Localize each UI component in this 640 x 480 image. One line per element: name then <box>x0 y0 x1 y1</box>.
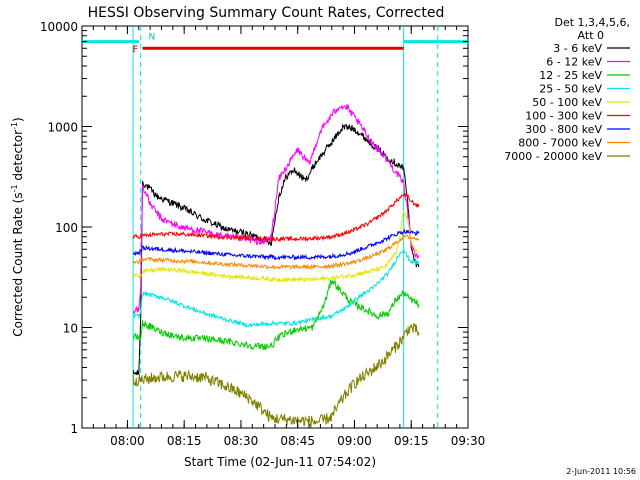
x-tick-label-3: 08:45 <box>280 434 315 448</box>
series-layer <box>132 104 420 428</box>
series-line-7 <box>132 234 420 271</box>
series-line-3 <box>133 248 420 328</box>
x-tick-label-5: 09:15 <box>394 434 429 448</box>
series-line-5 <box>132 192 420 243</box>
y-tick-label-2: 100 <box>55 221 78 235</box>
x-tick-label-2: 08:30 <box>224 434 259 448</box>
series-line-4 <box>132 210 420 283</box>
series-line-2 <box>132 279 420 351</box>
x-tick-label-1: 08:15 <box>167 434 202 448</box>
legend-label-5: 100 - 300 keV <box>525 110 602 123</box>
legend-label-2: 12 - 25 keV <box>539 69 602 82</box>
x-tick-label-4: 09:00 <box>337 434 372 448</box>
legend-header-detectors: Det 1,3,4,5,6, <box>554 16 630 29</box>
x-tick-label-6: 09:30 <box>451 434 486 448</box>
flag-layer: FN <box>82 26 468 428</box>
y-tick-label-0: 10000 <box>40 20 78 34</box>
y-axis-label: Corrected Count Rate (s-1 detector-1) <box>10 117 25 336</box>
legend-label-6: 300 - 800 keV <box>525 123 602 136</box>
legend-label-7: 800 - 7000 keV <box>518 137 602 150</box>
series-line-6 <box>132 228 420 261</box>
x-tick-label-0: 08:00 <box>110 434 145 448</box>
y-tick-label-3: 10 <box>63 322 78 336</box>
axes-layer: 08:00 08:15 08:30 08:45 09:00 09:15 09:30 10000… <box>40 20 485 448</box>
legend-label-4: 50 - 100 keV <box>532 96 602 109</box>
chart-title: HESSI Observing Summary Count Rates, Cor… <box>88 5 445 21</box>
flare-flag-label: F <box>133 44 139 55</box>
night-flag-label: N <box>149 33 156 43</box>
series-line-8 <box>132 323 420 428</box>
series-line-1 <box>132 104 420 315</box>
legend-header-attenuator: Att 0 <box>578 29 604 42</box>
legend-label-8: 7000 - 20000 keV <box>504 150 602 163</box>
y-tick-label-1: 1000 <box>47 121 78 135</box>
y-tick-label-4: 1 <box>70 422 78 436</box>
series-line-0 <box>132 123 420 376</box>
legend-label-1: 6 - 12 keV <box>546 56 602 69</box>
footer-date: 2-Jun-2011 10:56 <box>566 467 636 476</box>
legend-label-3: 25 - 50 keV <box>539 83 602 96</box>
x-axis-label: Start Time (02-Jun-11 07:54:02) <box>184 455 376 469</box>
legend-label-0: 3 - 6 keV <box>553 42 602 55</box>
